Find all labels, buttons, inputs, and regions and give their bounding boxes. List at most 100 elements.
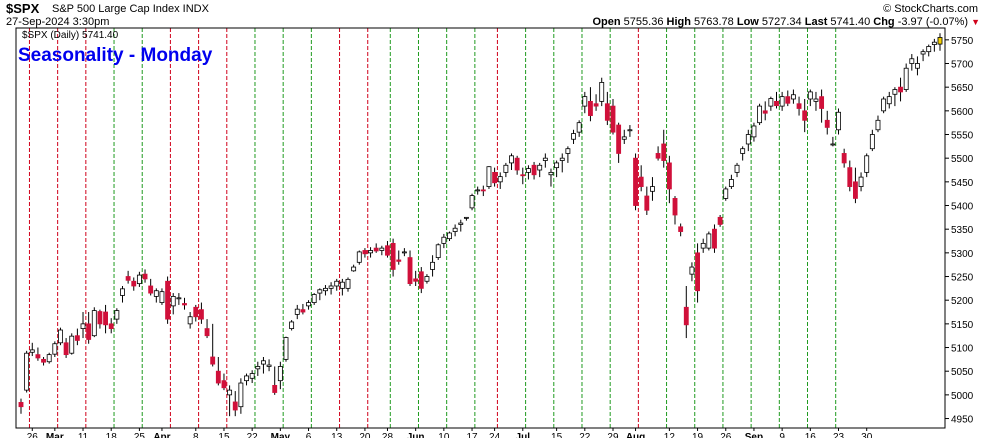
candle-body (666, 162, 672, 190)
low-value: 5727.34 (761, 16, 802, 28)
x-tick-label: Jun (407, 432, 425, 438)
candle-body (926, 46, 932, 53)
candle-body (187, 316, 193, 325)
y-tick-label: 4950 (951, 415, 974, 426)
candle-body (294, 308, 300, 315)
candle-body (24, 352, 30, 391)
series-legend: $SPX (Daily) 5741.40 (22, 30, 119, 41)
candle-body (864, 155, 870, 173)
candle-body (582, 96, 588, 107)
candle-body (672, 198, 678, 216)
candle-body (875, 119, 881, 131)
candle-body (650, 186, 655, 192)
candle-body (266, 364, 272, 367)
y-axis: 4950 5000 5050 5100 5150 5200 5250 5300 5350 5400… (945, 36, 974, 426)
candle-body (136, 274, 142, 285)
x-tick-label: May (271, 432, 291, 438)
candle-body (407, 257, 413, 285)
candle-body (886, 96, 892, 105)
candle-body (86, 323, 92, 340)
candle-body (836, 111, 841, 131)
candle-body (824, 119, 830, 128)
candle-body (723, 188, 729, 199)
x-axis: 26 Mar 11 18 25 Apr 8 15 22 May 6 13 20 28 Jun 10 17 24 Ju… (27, 428, 873, 438)
y-tick-label: 5350 (951, 225, 974, 236)
candle-body (796, 103, 802, 109)
candle-body (728, 179, 734, 187)
candle-body (503, 164, 509, 173)
candle-body (103, 311, 109, 326)
candle-body (159, 291, 165, 303)
x-tick-label: 30 (861, 432, 873, 438)
y-tick-label: 5150 (951, 320, 974, 331)
candle-body (531, 164, 537, 176)
candle-body (379, 247, 385, 251)
candle-body (215, 370, 221, 384)
x-tick-label: 20 (359, 432, 371, 438)
x-tick-label: 15 (551, 432, 563, 438)
symbol: $SPX (6, 1, 40, 16)
candle-body (362, 250, 368, 255)
candle-body (655, 153, 661, 159)
candle-body (700, 242, 706, 249)
candle-body (63, 342, 69, 356)
candle-body (745, 134, 751, 145)
candle-body (441, 236, 447, 244)
candle-body (762, 110, 768, 114)
candle-body (29, 349, 35, 353)
high-value: 5763.78 (694, 16, 734, 28)
candle-body (80, 323, 86, 329)
candle-body (125, 276, 131, 281)
candle-body (858, 176, 864, 187)
candle-body (621, 136, 627, 140)
monday-lines (28, 28, 837, 428)
brand-label: © StockCharts.com (883, 3, 978, 15)
x-tick-label: 16 (805, 432, 817, 438)
candle-body (931, 41, 937, 45)
x-tick-label: 15 (218, 432, 230, 438)
candle-body (170, 296, 176, 307)
candle-body (802, 110, 808, 121)
candle-body (644, 195, 650, 211)
index-name: S&P 500 Large Cap Index INDX (52, 3, 209, 15)
candle-body (142, 273, 148, 280)
x-tick-label: 23 (833, 432, 845, 438)
candle-body (616, 124, 622, 154)
x-tick-label: 9 (779, 432, 785, 438)
candle-body (576, 122, 582, 133)
candle-body (604, 103, 610, 121)
x-tick-label: 13 (331, 432, 343, 438)
candle-body (58, 329, 63, 344)
candle-body (424, 276, 430, 282)
candle-body (373, 247, 379, 252)
candle-body (751, 125, 757, 138)
candle-body (385, 245, 390, 256)
y-tick-label: 5200 (951, 296, 974, 307)
candle-body (588, 100, 593, 116)
candle-body (638, 176, 644, 187)
candle-body (734, 164, 740, 173)
candle-body (717, 216, 723, 225)
candle-body (915, 63, 920, 69)
x-tick-label: Aug (626, 432, 645, 438)
candle-body (463, 216, 469, 219)
candle-body (452, 227, 458, 232)
candle-body (847, 167, 853, 187)
candle-body (689, 266, 695, 275)
x-tick-label: 29 (607, 432, 619, 438)
candle-body (323, 287, 328, 292)
candle-body (334, 280, 340, 287)
candle-body (244, 375, 249, 382)
candle-body (148, 285, 154, 294)
x-tick-label: 24 (489, 432, 501, 438)
candle-body (819, 96, 825, 109)
candle-body (204, 328, 210, 337)
candle-body (368, 250, 373, 254)
y-tick-label: 5300 (951, 249, 974, 260)
x-tick-label: 11 (78, 432, 89, 438)
candle-body (542, 157, 548, 161)
x-tick-label: 10 (438, 432, 450, 438)
candle-body (492, 171, 498, 184)
candle-body (497, 176, 503, 183)
candlesticks (18, 33, 943, 417)
